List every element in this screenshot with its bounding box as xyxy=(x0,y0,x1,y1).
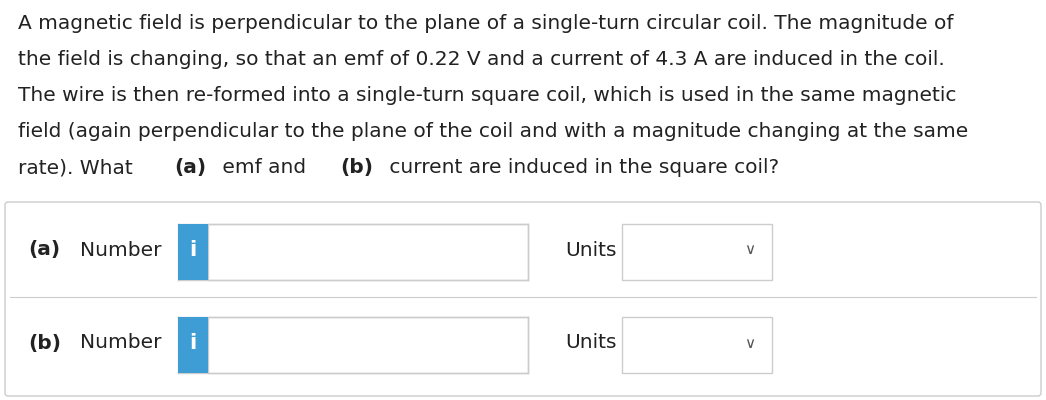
Text: A magnetic field is perpendicular to the plane of a single-turn circular coil. T: A magnetic field is perpendicular to the… xyxy=(18,14,954,33)
Bar xyxy=(622,224,772,280)
Text: ∨: ∨ xyxy=(745,242,755,258)
Text: emf and: emf and xyxy=(215,158,313,177)
Text: the field is changing, so that an emf of 0.22 V and a current of 4.3 A are induc: the field is changing, so that an emf of… xyxy=(18,50,945,69)
Text: The wire is then re-formed into a single-turn square coil, which is used in the : The wire is then re-formed into a single… xyxy=(18,86,956,105)
Text: (b): (b) xyxy=(28,334,61,352)
Text: Units: Units xyxy=(565,334,616,352)
Text: i: i xyxy=(189,240,197,260)
Text: current are induced in the square coil?: current are induced in the square coil? xyxy=(383,158,779,177)
Text: i: i xyxy=(189,333,197,353)
FancyBboxPatch shape xyxy=(5,202,1041,396)
Text: Number: Number xyxy=(79,240,161,260)
Text: (a): (a) xyxy=(175,158,206,177)
Text: field (again perpendicular to the plane of the coil and with a magnitude changin: field (again perpendicular to the plane … xyxy=(18,122,969,141)
Text: (b): (b) xyxy=(340,158,373,177)
Text: (a): (a) xyxy=(28,240,60,260)
FancyBboxPatch shape xyxy=(178,317,208,373)
Text: rate). What: rate). What xyxy=(18,158,139,177)
Bar xyxy=(208,224,528,280)
FancyBboxPatch shape xyxy=(178,224,208,280)
Text: Units: Units xyxy=(565,240,616,260)
Text: ∨: ∨ xyxy=(745,336,755,350)
Bar xyxy=(622,317,772,373)
Text: Number: Number xyxy=(79,334,161,352)
Bar xyxy=(208,317,528,373)
